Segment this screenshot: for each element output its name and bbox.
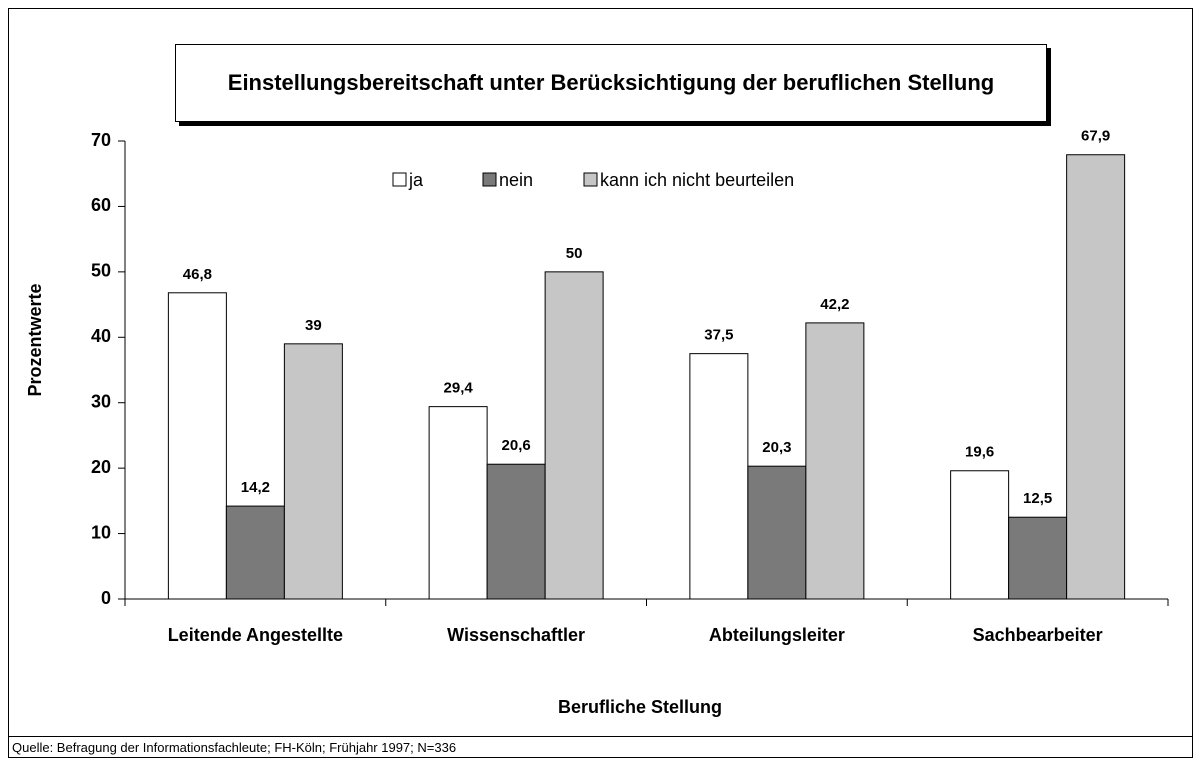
bar (805, 322, 865, 600)
value-label: 46,8 (183, 266, 212, 283)
y-tick-label: 10 (91, 522, 111, 542)
value-label: 20,6 (502, 437, 531, 454)
bar (1066, 154, 1126, 600)
y-axis-label: Prozentwerte (25, 283, 45, 396)
value-label: 12,5 (1023, 490, 1052, 507)
x-tick-label: Abteilungsleiter (708, 625, 845, 645)
bar (544, 271, 604, 600)
y-tick-label: 30 (91, 391, 111, 411)
y-tick-label: 20 (91, 457, 111, 477)
bar (167, 292, 227, 600)
value-label: 39 (305, 317, 322, 334)
x-tick-label: Sachbearbeiter (972, 625, 1103, 645)
chart-title: Einstellungsbereitschaft unter Berücksic… (175, 44, 1047, 122)
y-tick-label: 50 (91, 261, 111, 281)
bar (747, 465, 807, 600)
value-label: 14,2 (241, 479, 270, 496)
y-tick-label: 40 (91, 326, 111, 346)
x-tick-label: Leitende Angestellte (167, 625, 344, 645)
legend-label: kann ich nicht beurteilen (600, 170, 794, 190)
y-tick-label: 70 (91, 130, 111, 150)
bar (950, 470, 1010, 600)
bar (1008, 516, 1068, 600)
value-label: 37,5 (704, 327, 733, 344)
bar (428, 406, 488, 600)
x-tick-label: Wissenschaftler (447, 625, 586, 645)
y-tick-label: 60 (91, 195, 111, 215)
bar (689, 353, 749, 600)
legend-swatch (583, 172, 598, 187)
bar (283, 343, 343, 600)
legend-label: nein (499, 170, 533, 190)
value-label: 50 (566, 245, 583, 262)
value-label: 29,4 (444, 380, 474, 397)
legend-swatch (392, 172, 407, 187)
y-tick-label: 0 (101, 588, 111, 608)
bar (225, 505, 285, 600)
legend-label: ja (408, 170, 424, 190)
value-label: 20,3 (762, 439, 791, 456)
value-label: 42,2 (820, 296, 849, 313)
legend-swatch (482, 172, 497, 187)
x-axis-label: Berufliche Stellung (558, 697, 722, 717)
frame (8, 8, 1193, 758)
source: Quelle: Befragung der Informationsfachle… (12, 740, 457, 755)
value-label: 67,9 (1081, 128, 1110, 145)
bar (486, 463, 546, 600)
value-label: 19,6 (965, 444, 994, 461)
